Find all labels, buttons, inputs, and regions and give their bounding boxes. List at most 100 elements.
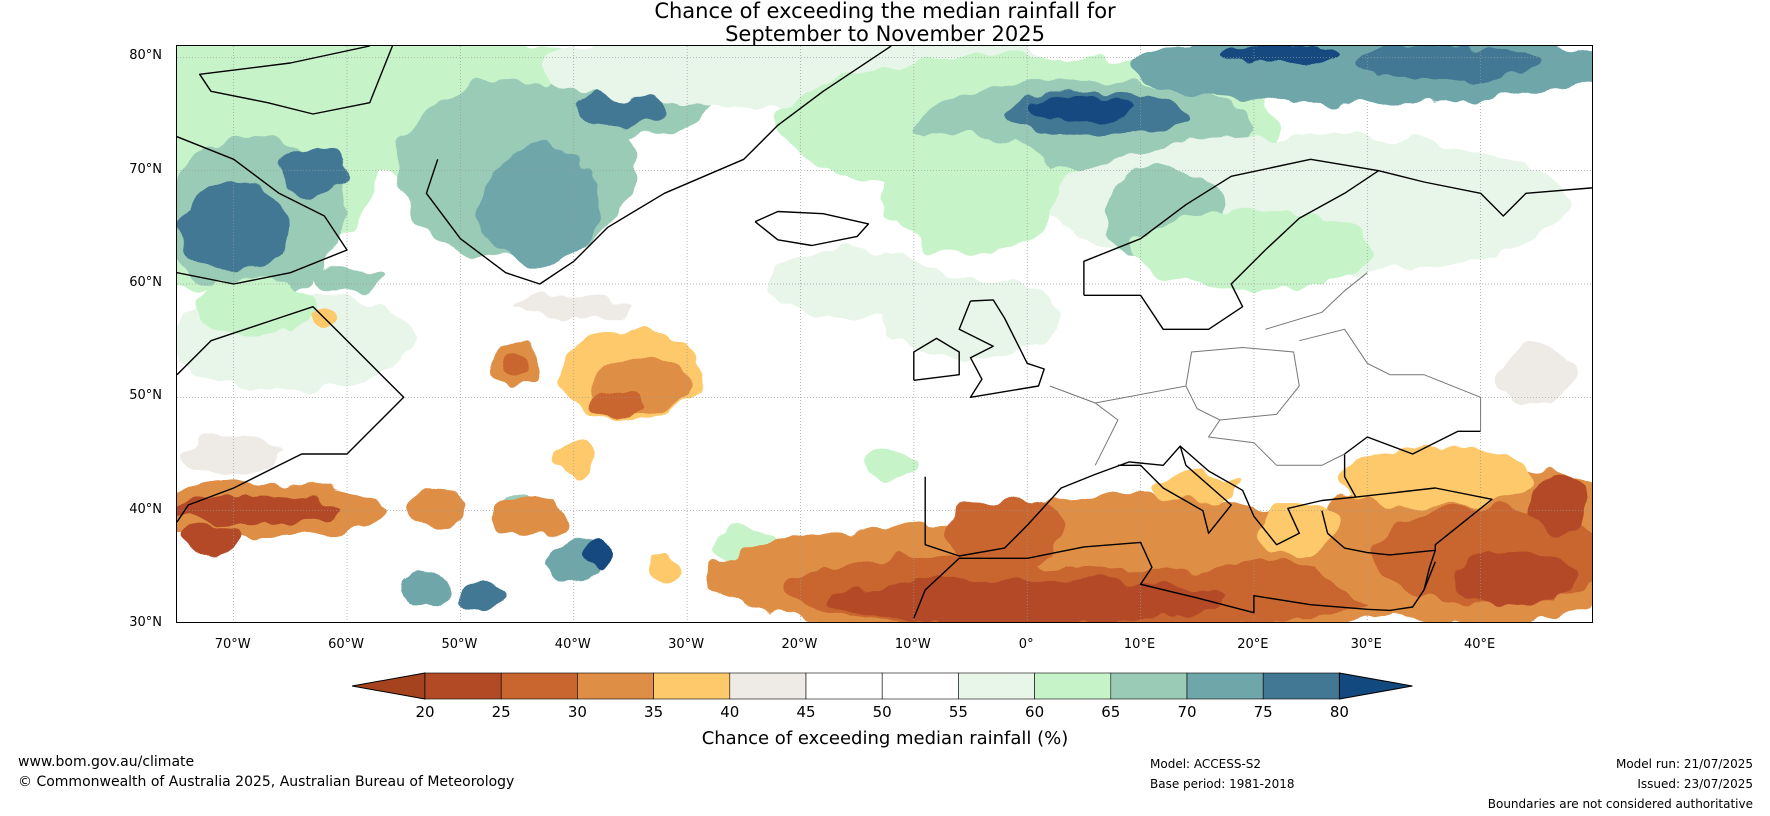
longitude-label: 40°W: [554, 637, 591, 652]
latitude-label: 50°N: [129, 388, 162, 404]
probability-region: [401, 572, 452, 608]
map-title-line1: Chance of exceeding the median rainfall …: [654, 0, 1116, 23]
map-title-line2: September to November 2025: [725, 22, 1045, 46]
country-border: [1265, 272, 1368, 330]
colorbar-low-arrow: [352, 672, 426, 700]
canada-coast: [177, 306, 405, 523]
probability-region: [505, 353, 530, 374]
colorbar-segment: [577, 672, 654, 700]
iceland-coast: [754, 210, 870, 247]
country-border: [1049, 385, 1119, 466]
levant-coast: [1423, 550, 1436, 591]
canada-coast: [177, 136, 348, 285]
colorbar-tick-label: 55: [948, 703, 968, 721]
colorbar-tick-label: 50: [872, 703, 892, 721]
probability-region: [1529, 475, 1590, 535]
colorbar-segment: [958, 672, 1035, 700]
longitude-label: 30°E: [1350, 637, 1382, 652]
greenland-coast: [425, 46, 892, 285]
colorbar-segment: [500, 672, 578, 700]
probability-region: [1216, 46, 1337, 66]
balkans-coast: [1179, 430, 1481, 546]
probability-region: [312, 266, 383, 291]
latitude-label: 80°N: [129, 48, 162, 64]
colorbar: [352, 672, 1413, 700]
footer-disclaimer: Boundaries are not considered authoritat…: [1487, 797, 1753, 811]
country-border: [1095, 385, 1300, 421]
colorbar-tick-label: 25: [491, 703, 511, 721]
colorbar-segment: [1186, 672, 1264, 700]
colorbar-tick-label: 45: [796, 703, 816, 721]
probability-region: [196, 276, 317, 337]
probability-region: [1259, 502, 1340, 553]
footer-url[interactable]: www.bom.gov.au/climate: [18, 754, 195, 770]
colorbar-tick-label: 65: [1101, 703, 1121, 721]
footer-base-period: Base period: 1981-2018: [1150, 777, 1295, 791]
colorbar-high-arrow: [1338, 672, 1413, 700]
country-borders: [1049, 272, 1482, 466]
longitude-label: 20°E: [1237, 637, 1269, 652]
footer-model: Model: ACCESS-S2: [1150, 757, 1262, 771]
latitude-label: 30°N: [129, 615, 162, 630]
colorbar-segment: [729, 672, 807, 700]
probability-region: [461, 580, 506, 611]
probability-region: [880, 133, 1061, 254]
longitude-label: 20°W: [781, 637, 818, 652]
footer-issued: Issued: 23/07/2025: [1637, 777, 1753, 791]
colorbar-segment: [881, 672, 959, 700]
probability-region: [177, 496, 337, 525]
probability-region: [594, 389, 645, 417]
colorbar-segment: [1034, 672, 1112, 700]
probability-region: [407, 492, 468, 529]
greenland-coast: [199, 46, 394, 115]
longitude-label: 40°E: [1463, 637, 1496, 652]
europe-coast: [924, 445, 1232, 557]
map-canvas: [177, 46, 1592, 622]
longitude-label: 30°W: [668, 637, 705, 652]
colorbar-tick-label: 75: [1253, 703, 1273, 721]
probability-region: [278, 145, 349, 196]
longitude-label: 70°W: [214, 637, 251, 652]
footer-copyright: © Commonwealth of Australia 2025, Austra…: [18, 774, 515, 790]
probability-region: [1157, 473, 1238, 503]
africa-coast: [913, 541, 1436, 619]
turkey-coast: [1321, 487, 1493, 556]
probability-region: [1028, 96, 1139, 121]
colorbar-segment: [1110, 672, 1188, 700]
rainfall-probability-field: [177, 46, 1592, 622]
longitude-label: 0°: [1018, 637, 1034, 652]
coastlines: [177, 46, 1592, 619]
longitude-label: 10°E: [1123, 637, 1156, 652]
colorbar-tick-label: 35: [644, 703, 664, 721]
colorbar-tick-label: 80: [1329, 703, 1349, 721]
probability-region: [827, 579, 1228, 622]
country-border: [1207, 419, 1345, 466]
colorbar-tick-label: 60: [1025, 703, 1045, 721]
longitude-label: 50°W: [441, 637, 478, 652]
british-isles-coast: [958, 299, 1045, 398]
scandinavia-coast: [1083, 158, 1380, 330]
colorbar-segment: [805, 672, 883, 700]
graticule: [177, 46, 1592, 622]
colorbar-segment: [1262, 672, 1340, 700]
longitude-label: 10°W: [894, 637, 931, 652]
probability-region: [1497, 344, 1578, 405]
probability-region: [553, 441, 594, 478]
probability-region: [990, 493, 1291, 574]
colorbar-tick-label: 70: [1177, 703, 1197, 721]
probability-region: [513, 294, 634, 319]
probability-region: [944, 498, 1065, 569]
probability-region: [581, 544, 612, 568]
probability-region: [479, 144, 600, 265]
colorbar-segment: [424, 672, 502, 700]
probability-region: [1356, 46, 1537, 81]
map-title: Chance of exceeding the median rainfall …: [0, 0, 1770, 46]
probability-region: [178, 182, 289, 273]
colorbar-label: Chance of exceeding median rainfall (%): [701, 728, 1069, 749]
probability-region: [866, 451, 917, 480]
country-border: [1185, 346, 1300, 387]
probability-region: [1454, 548, 1575, 609]
probability-region: [181, 524, 242, 554]
latitude-label: 70°N: [129, 161, 162, 177]
colorbar-tick-label: 40: [720, 703, 740, 721]
